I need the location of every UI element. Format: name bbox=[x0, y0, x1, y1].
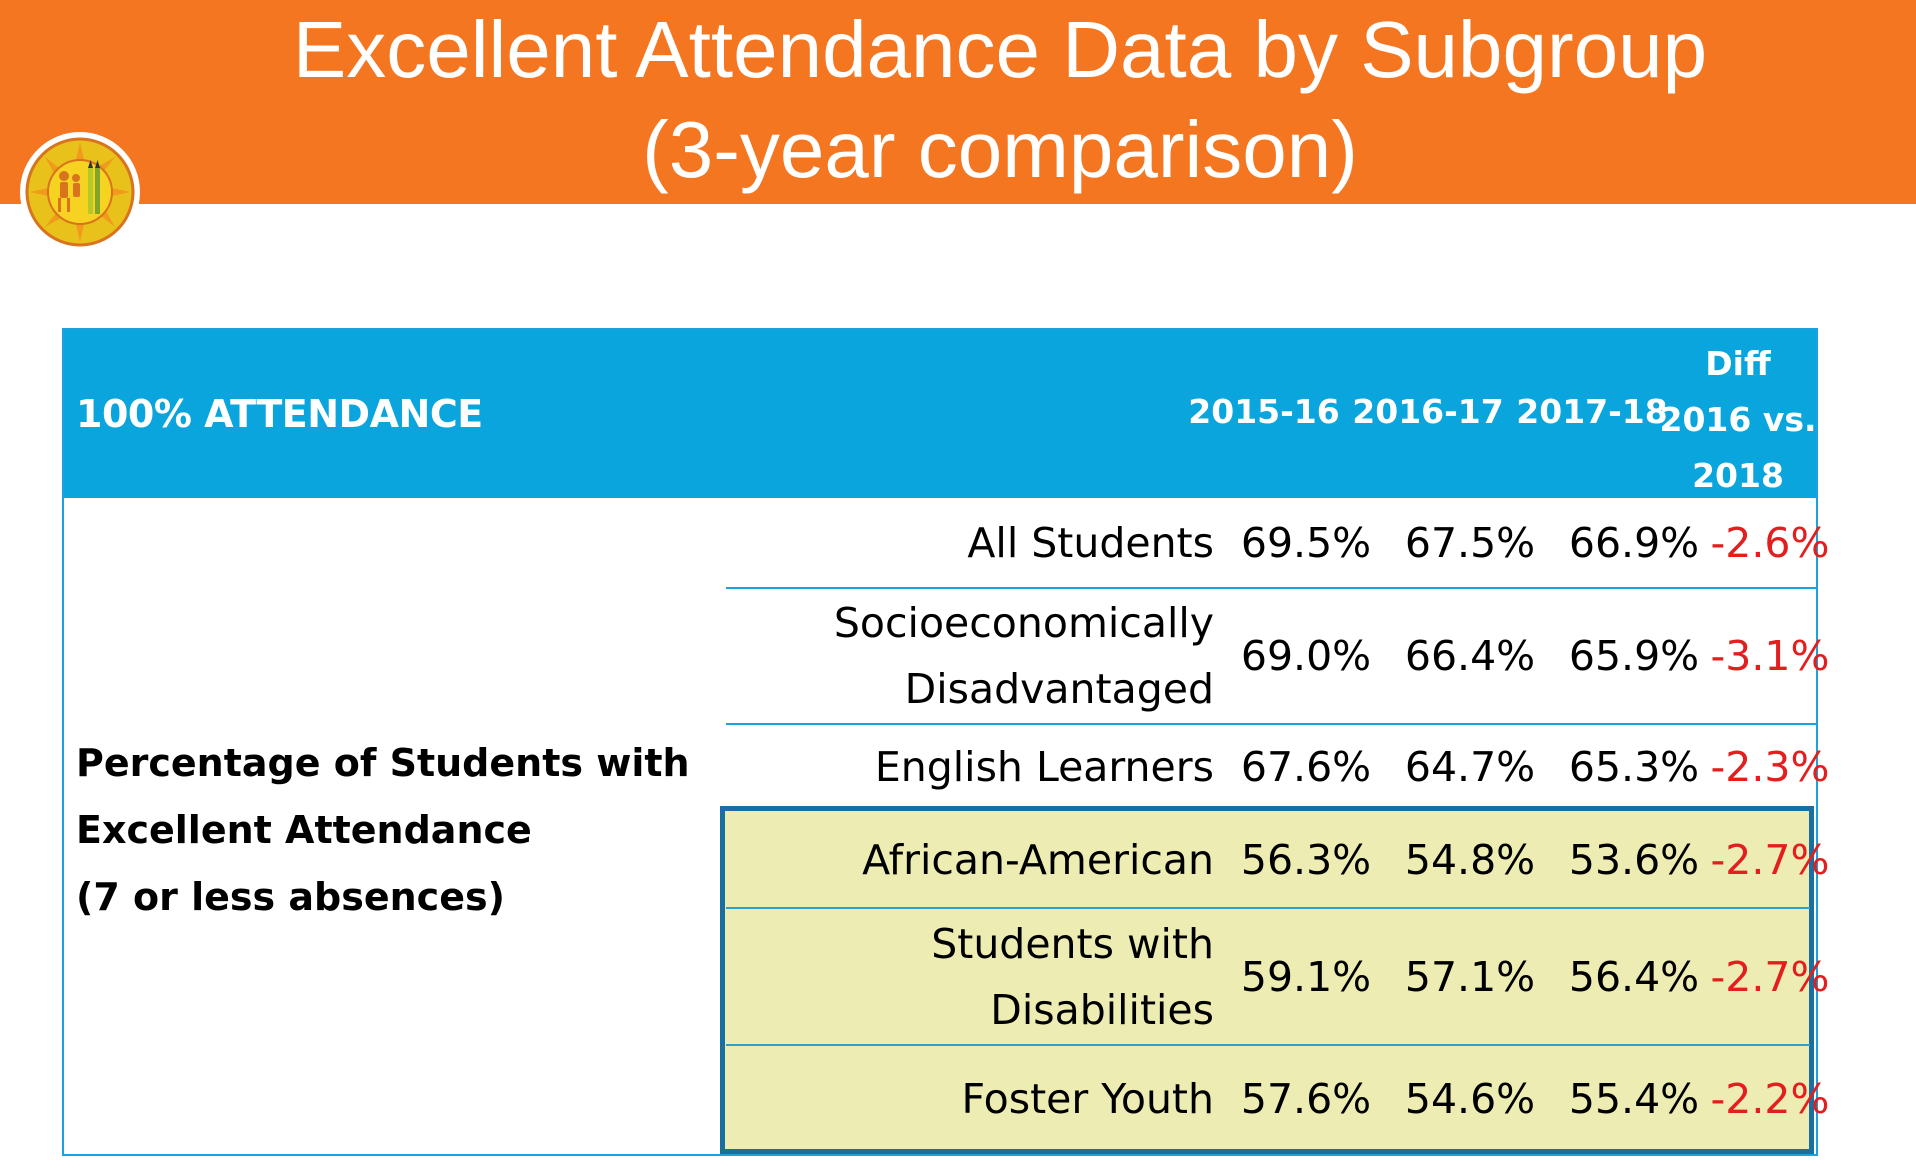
value-2016-17: 54.8% bbox=[1404, 836, 1536, 884]
value-2015-16: 69.0% bbox=[1240, 632, 1372, 680]
title-line-1: Excellent Attendance Data by Subgroup bbox=[292, 5, 1708, 94]
header-diff: Diff 2016 vs. 2018 bbox=[1654, 336, 1822, 504]
category-line-2: Excellent Attendance bbox=[76, 808, 532, 852]
category-line-1: Percentage of Students with bbox=[76, 741, 690, 785]
value-diff: -2.3% bbox=[1710, 742, 1830, 791]
title-line-2: (3-year comparison) bbox=[642, 105, 1358, 194]
table-row: African-American 56.3% 54.8% 53.6% -2.7% bbox=[726, 813, 1829, 907]
row-divider bbox=[726, 723, 1818, 725]
header-100-attendance: 100% ATTENDANCE bbox=[76, 392, 483, 436]
value-2016-17: 66.4% bbox=[1404, 632, 1536, 680]
value-2017-18: 55.4% bbox=[1568, 1075, 1700, 1123]
highlighted-subgroups-box bbox=[720, 806, 1814, 1154]
table-row: Students with Disabilities 59.1% 57.1% 56… bbox=[726, 909, 1829, 1044]
header-year-2016-17: 2016-17 bbox=[1352, 392, 1504, 431]
value-2016-17: 64.7% bbox=[1404, 742, 1536, 791]
value-2015-16: 57.6% bbox=[1240, 1075, 1372, 1123]
title-banner bbox=[0, 0, 1916, 204]
header-diff-line-3: 2018 bbox=[1692, 456, 1784, 495]
row-divider bbox=[726, 907, 1810, 909]
value-2017-18: 65.9% bbox=[1568, 632, 1700, 680]
header-diff-line-2: 2016 vs. bbox=[1659, 400, 1817, 439]
category-label: Percentage of Students with Excellent At… bbox=[76, 730, 716, 931]
table-row: All Students 69.5% 67.5% 66.9% -2.6% bbox=[726, 498, 1829, 587]
value-diff: -2.6% bbox=[1710, 518, 1830, 567]
row-label: All Students bbox=[967, 518, 1214, 567]
value-2017-18: 65.3% bbox=[1568, 742, 1700, 791]
row-divider bbox=[726, 587, 1818, 589]
value-diff: -2.7% bbox=[1710, 836, 1830, 884]
value-2016-17: 67.5% bbox=[1404, 518, 1536, 567]
table-row: Socioeconomically Disadvantaged 69.0% 66.… bbox=[726, 589, 1830, 723]
header-diff-line-1: Diff bbox=[1705, 344, 1771, 383]
value-diff: -2.2% bbox=[1710, 1075, 1830, 1123]
value-diff: -2.7% bbox=[1710, 952, 1830, 1001]
table-header: 100% ATTENDANCE 2015-16 2016-17 2017-18 … bbox=[64, 330, 1817, 498]
header-year-2015-16: 2015-16 bbox=[1188, 392, 1340, 431]
value-2015-16: 67.6% bbox=[1240, 742, 1372, 791]
header-year-2017-18: 2017-18 bbox=[1516, 392, 1668, 431]
category-line-3: (7 or less absences) bbox=[76, 875, 505, 919]
attendance-table: 100% ATTENDANCE 2015-16 2016-17 2017-18 … bbox=[62, 328, 1830, 1156]
value-2015-16: 69.5% bbox=[1240, 518, 1372, 567]
table-row: Foster Youth 57.6% 54.6% 55.4% -2.2% bbox=[726, 1046, 1830, 1152]
value-2017-18: 56.4% bbox=[1568, 952, 1700, 1001]
row-label: Socioeconomically Disadvantaged bbox=[833, 599, 1214, 713]
value-2017-18: 53.6% bbox=[1568, 836, 1700, 884]
value-2016-17: 57.1% bbox=[1404, 952, 1536, 1001]
row-label: Foster Youth bbox=[961, 1075, 1215, 1123]
slide-title: Excellent Attendance Data by Subgroup (3… bbox=[150, 0, 1850, 200]
district-seal-icon bbox=[20, 132, 140, 252]
row-label: Students with Disabilities bbox=[931, 919, 1214, 1034]
value-2015-16: 56.3% bbox=[1240, 836, 1372, 884]
row-divider bbox=[726, 1044, 1810, 1046]
row-label: English Learners bbox=[874, 742, 1214, 791]
value-2017-18: 66.9% bbox=[1568, 518, 1700, 567]
table-row: English Learners 67.6% 64.7% 65.3% -2.3% bbox=[726, 725, 1830, 808]
row-label: African-American bbox=[862, 836, 1214, 884]
value-2015-16: 59.1% bbox=[1240, 952, 1372, 1001]
value-2016-17: 54.6% bbox=[1404, 1075, 1536, 1123]
value-diff: -3.1% bbox=[1710, 632, 1830, 680]
